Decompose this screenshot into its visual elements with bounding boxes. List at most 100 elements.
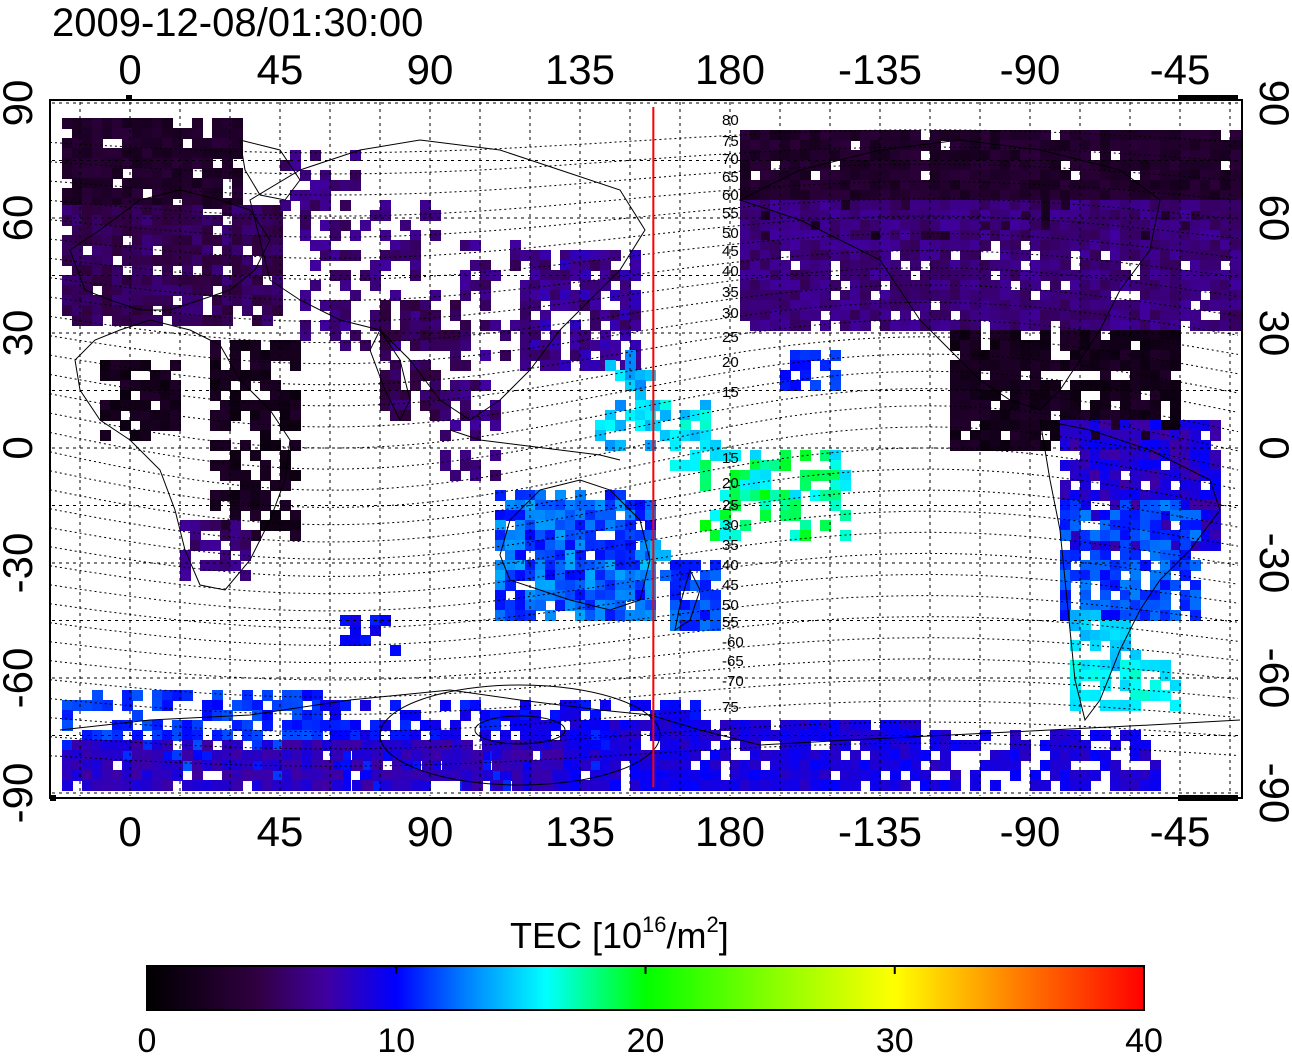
tec-cell <box>1100 440 1111 451</box>
tec-cell <box>970 170 981 181</box>
tec-cell <box>212 118 223 129</box>
tec-cell <box>1070 280 1081 291</box>
tec-cell <box>980 360 991 371</box>
tec-cell <box>412 750 423 761</box>
tec-cell <box>610 340 621 351</box>
tec-cell <box>1070 520 1081 531</box>
tec-cell <box>1010 730 1021 741</box>
tec-cell <box>1210 130 1221 141</box>
tec-cell <box>1060 260 1071 271</box>
tec-cell <box>660 770 671 781</box>
tec-cell <box>1210 190 1221 201</box>
tec-cell <box>970 330 981 341</box>
tec-cell <box>1210 260 1221 271</box>
tec-cell <box>1160 150 1171 161</box>
x-axis-bottom-ticks: 0 45 90 135 180 -135 -90 -45 <box>118 808 1210 855</box>
tec-cell <box>160 390 171 401</box>
tec-cell <box>82 315 93 326</box>
coast-antarctica <box>59 689 1241 746</box>
tec-cell <box>1190 280 1201 291</box>
tec-cell <box>1160 180 1171 191</box>
tec-cell <box>242 730 253 741</box>
tec-cell <box>340 270 351 281</box>
tec-cell <box>1050 230 1061 241</box>
tec-cell <box>402 760 413 771</box>
tec-cell <box>570 730 581 741</box>
tec-cell <box>740 470 751 481</box>
tec-cell <box>182 275 193 286</box>
tec-cell <box>570 350 581 361</box>
tec-cell <box>230 530 241 541</box>
tec-cell <box>1040 400 1051 411</box>
tec-cell <box>260 470 271 481</box>
tec-cell <box>760 210 771 221</box>
tec-cell <box>1080 690 1091 701</box>
tec-cell <box>300 200 311 211</box>
tec-cell <box>142 225 153 236</box>
tec-cell <box>62 168 73 179</box>
tec-cell <box>132 750 143 761</box>
tec-cell <box>760 320 771 331</box>
tec-cell <box>870 780 881 791</box>
tec-cell <box>760 480 771 491</box>
tec-cell <box>132 780 143 791</box>
tec-cell <box>510 250 521 261</box>
tec-cell <box>790 210 801 221</box>
tec-cell <box>710 590 721 601</box>
tec-cell <box>605 590 616 601</box>
tec-cell <box>1120 390 1131 401</box>
tec-cell <box>1170 510 1181 521</box>
tec-cell <box>800 220 811 231</box>
tec-cell <box>370 780 381 791</box>
tec-cell <box>1030 350 1041 361</box>
tec-cell <box>800 350 811 361</box>
tec-cell <box>72 245 83 256</box>
tec-cell <box>1100 130 1111 141</box>
tec-cell <box>250 480 261 491</box>
tec-cell <box>980 300 991 311</box>
tec-cell <box>1100 730 1111 741</box>
tec-cell <box>930 170 941 181</box>
tec-cell <box>670 700 681 711</box>
tec-cell <box>480 750 491 761</box>
tec-cell <box>192 315 203 326</box>
tec-cell <box>1000 440 1011 451</box>
tec-cell <box>960 170 971 181</box>
tec-cell <box>635 410 646 421</box>
tec-cell <box>810 750 821 761</box>
tec-cell <box>210 520 221 531</box>
tec-cell <box>1070 550 1081 561</box>
tec-cell <box>1160 520 1171 531</box>
tec-cell <box>152 295 163 306</box>
tec-cell <box>900 200 911 211</box>
tec-cell <box>352 760 363 771</box>
tec-cell <box>860 720 871 731</box>
tec-cell <box>1090 280 1101 291</box>
tec-cell <box>380 370 391 381</box>
tec-cell <box>430 340 441 351</box>
tec-cell <box>570 750 581 761</box>
tec-cell <box>560 740 571 751</box>
tec-cell <box>230 560 241 571</box>
tec-cell <box>1110 500 1121 511</box>
tec-cell <box>470 460 481 471</box>
tec-cell <box>1130 130 1141 141</box>
tec-cell <box>1200 450 1211 461</box>
tec-cell <box>1010 310 1021 321</box>
tec-cell <box>202 138 213 149</box>
tec-cell <box>1210 420 1221 431</box>
tec-cell <box>670 720 681 731</box>
tec-cell <box>1100 210 1111 221</box>
tec-cell <box>302 770 313 781</box>
tec-cell <box>1090 160 1101 171</box>
tec-cell <box>1060 480 1071 491</box>
tec-cell <box>1150 250 1161 261</box>
tec-cell <box>490 420 501 431</box>
tec-cell <box>280 410 291 421</box>
tec-cell <box>620 330 631 341</box>
tec-cell <box>840 470 851 481</box>
tec-cell <box>535 540 546 551</box>
tec-cell <box>400 310 411 321</box>
tec-cell <box>520 280 531 291</box>
tec-cell <box>162 245 173 256</box>
